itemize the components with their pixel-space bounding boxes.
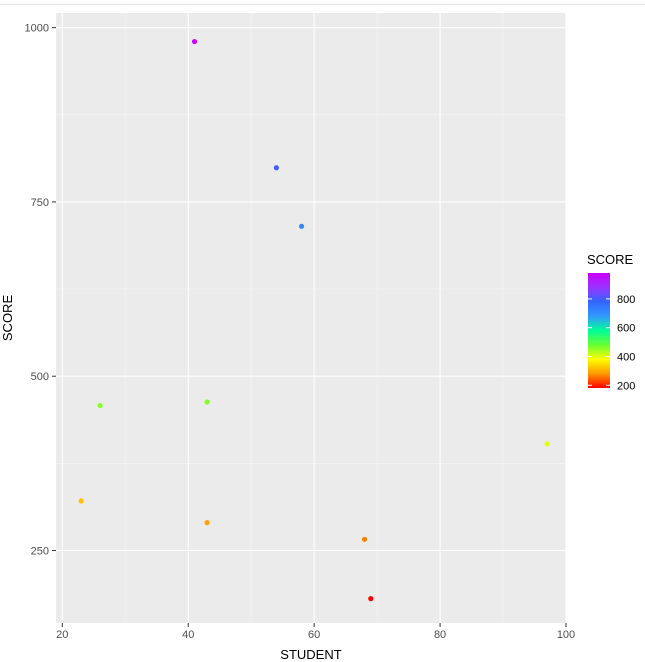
y-axis-ticks: 250 500 750 1000 xyxy=(25,23,56,557)
legend-title: SCORE xyxy=(587,252,634,267)
x-tick-label: 20 xyxy=(56,629,68,641)
y-tick-label: 1000 xyxy=(25,23,49,35)
color-legend: SCORE 200 400 600 800 xyxy=(587,252,635,392)
data-point xyxy=(361,536,368,542)
grid-major xyxy=(56,13,567,623)
data-point xyxy=(78,498,84,504)
data-point xyxy=(273,165,279,171)
data-points xyxy=(78,38,550,602)
data-point xyxy=(204,520,210,526)
data-point xyxy=(204,399,210,405)
y-tick-label: 750 xyxy=(31,197,49,209)
legend-tick-label: 800 xyxy=(617,294,635,306)
grid-minor xyxy=(56,13,566,623)
x-tick-label: 80 xyxy=(434,629,446,641)
data-point xyxy=(97,402,103,409)
y-tick-label: 500 xyxy=(31,371,49,383)
data-point xyxy=(544,441,550,447)
legend-tick-label: 200 xyxy=(617,380,635,392)
legend-tick-label: 600 xyxy=(617,323,635,335)
x-tick-label: 60 xyxy=(308,629,320,641)
top-divider xyxy=(0,4,645,5)
plot-panel xyxy=(56,13,566,623)
legend-colorbar xyxy=(588,273,610,388)
legend-ticks: 200 400 600 800 xyxy=(588,294,635,392)
x-axis-title: STUDENT xyxy=(280,647,341,662)
x-tick-label: 40 xyxy=(182,629,194,641)
data-point xyxy=(191,38,198,45)
data-point xyxy=(298,223,305,229)
x-tick-label: 100 xyxy=(557,629,575,641)
y-axis-title: SCORE xyxy=(0,295,15,342)
legend-tick-label: 400 xyxy=(617,351,635,363)
y-tick-label: 250 xyxy=(31,545,49,557)
x-axis-ticks: 20 40 60 80 100 xyxy=(56,623,575,641)
data-point xyxy=(368,596,374,602)
